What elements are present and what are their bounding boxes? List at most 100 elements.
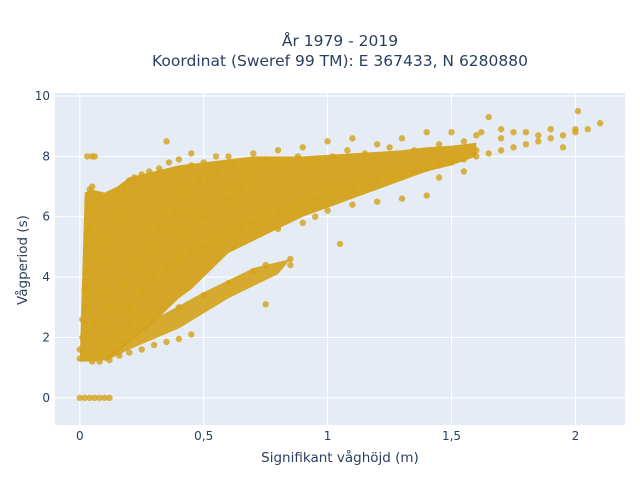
data-point: [200, 292, 207, 299]
data-point: [262, 261, 269, 269]
data-point: [312, 195, 319, 202]
data-point: [411, 168, 418, 175]
data-point: [324, 138, 331, 145]
data-point: [188, 150, 195, 157]
data-point: [175, 156, 183, 163]
data-point: [497, 126, 505, 133]
data-point: [188, 249, 195, 257]
y-axis-label: Vågperiod (s): [14, 215, 31, 305]
data-point: [274, 225, 282, 232]
data-point: [150, 341, 158, 349]
data-point: [81, 286, 88, 293]
data-point: [522, 141, 530, 148]
data-point: [287, 261, 294, 269]
data-point: [91, 394, 98, 401]
data-point: [574, 107, 582, 115]
axis-ticks: 0 0,5 1 1,5 2 0 2 4 6 8 10: [35, 89, 580, 443]
data-point: [386, 144, 393, 151]
data-point: [497, 135, 505, 142]
data-point: [535, 138, 542, 145]
data-point: [230, 162, 237, 169]
data-point: [448, 159, 455, 166]
data-point: [175, 228, 183, 235]
data-point: [175, 335, 183, 343]
data-point: [522, 129, 530, 136]
x-tick-label: 1,5: [442, 429, 461, 443]
data-point: [398, 135, 406, 142]
data-point: [86, 394, 93, 401]
data-point: [478, 129, 485, 136]
x-tick-label: 0,5: [194, 429, 213, 443]
x-axis-label: Signifikant våghöjd (m): [261, 449, 419, 466]
data-point: [460, 168, 468, 175]
data-point: [473, 132, 480, 139]
data-point: [121, 279, 128, 287]
data-point: [274, 207, 282, 214]
data-point: [473, 147, 480, 154]
data-point: [126, 177, 133, 184]
data-point: [584, 126, 591, 133]
data-point: [188, 331, 195, 338]
y-tick-label: 2: [42, 330, 50, 344]
data-point: [435, 162, 443, 169]
chart-subtitle: Koordinat (Sweref 99 TM): E 367433, N 62…: [152, 52, 528, 70]
data-point: [101, 340, 108, 347]
data-point: [294, 153, 302, 160]
data-point: [165, 159, 173, 166]
data-point: [460, 138, 468, 145]
data-point: [460, 156, 468, 163]
data-point: [485, 113, 492, 121]
x-tick-label: 2: [572, 429, 580, 443]
data-point: [131, 261, 138, 269]
data-point: [262, 301, 269, 308]
dense-point-cloud: [79, 142, 477, 362]
data-point: [126, 322, 133, 329]
chart-title: År 1979 - 2019: [282, 31, 398, 50]
data-point: [76, 394, 84, 401]
data-point: [237, 225, 245, 232]
data-point: [250, 267, 257, 275]
data-point: [138, 289, 145, 296]
data-point: [131, 174, 138, 181]
data-point: [84, 153, 91, 160]
data-point: [312, 156, 319, 163]
data-point: [279, 159, 287, 166]
data-point: [86, 225, 93, 232]
data-point: [336, 186, 344, 193]
data-point: [106, 304, 113, 311]
data-point: [91, 319, 98, 326]
data-point: [262, 156, 269, 163]
y-tick-label: 0: [42, 391, 50, 405]
data-point: [116, 352, 123, 359]
data-point: [374, 141, 381, 148]
data-point: [79, 316, 86, 323]
data-point: [76, 346, 84, 353]
data-point: [361, 180, 368, 187]
data-point: [76, 355, 84, 362]
data-point: [81, 304, 88, 311]
data-point: [200, 159, 207, 166]
data-point: [89, 358, 96, 365]
data-point: [195, 177, 202, 184]
data-point: [245, 165, 252, 172]
data-point: [81, 394, 88, 401]
data-point: [435, 174, 443, 181]
data-point: [448, 129, 455, 136]
y-tick-label: 6: [42, 210, 50, 224]
data-point: [287, 255, 294, 263]
data-point: [299, 144, 306, 151]
data-point: [324, 207, 331, 214]
data-point: [188, 162, 195, 169]
x-tick-label: 1: [324, 429, 332, 443]
data-point: [547, 135, 554, 142]
data-point: [86, 186, 93, 193]
data-point: [497, 147, 505, 154]
data-point: [398, 171, 406, 178]
data-point: [559, 132, 567, 139]
data-point: [572, 129, 579, 136]
data-point: [111, 213, 118, 220]
y-tick-label: 10: [35, 89, 50, 103]
data-point: [374, 198, 381, 205]
data-point: [423, 165, 430, 172]
